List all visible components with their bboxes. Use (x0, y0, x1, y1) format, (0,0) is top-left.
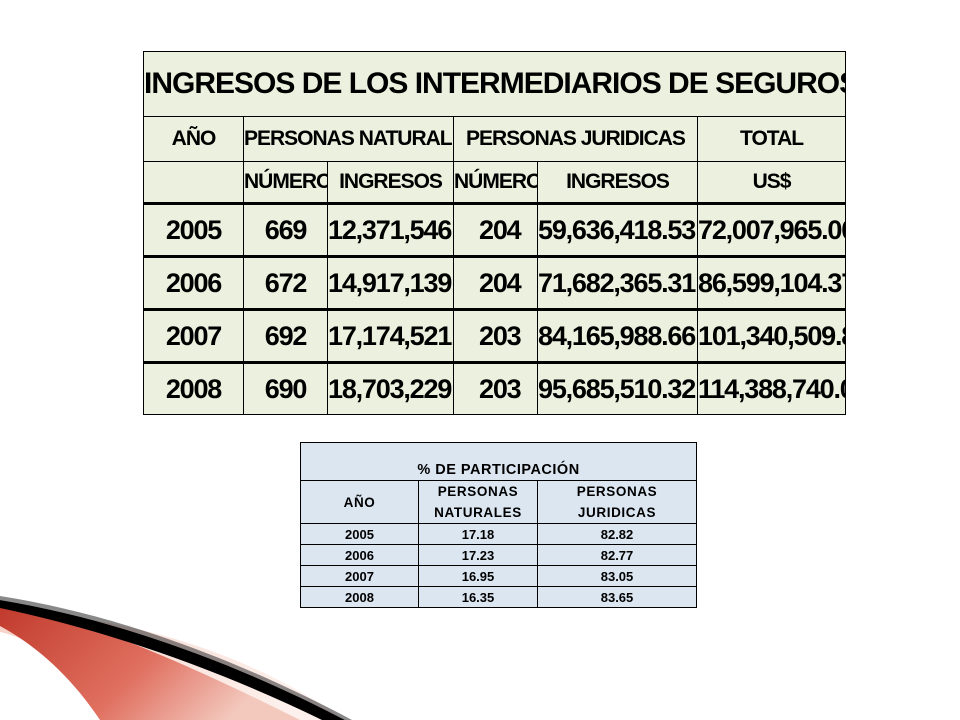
subheader-income-natural: INGRESOS (327, 161, 454, 204)
participation-header-year: AÑO (300, 480, 419, 524)
header-year: AÑO (143, 116, 244, 162)
subheader-number-legal: NÚMERO (453, 161, 538, 204)
header-total: TOTAL (696, 116, 847, 162)
participation-header-legal-line1: PERSONAS (536, 480, 698, 502)
row-natural-income: 14,917,139.06 (327, 256, 454, 310)
row-legal-income: 59,636,418.53 (537, 203, 698, 257)
header-natural-persons: PERSONAS NATURALES (243, 116, 454, 162)
row-total: 86,599,104.37 (696, 256, 847, 310)
participation-natural: 16.95 (418, 565, 538, 587)
row-total: 72,007,965.00 (696, 203, 847, 257)
participation-header-legal-line2: JURIDICAS (536, 502, 698, 524)
subheader-income-legal: INGRESOS (537, 161, 698, 204)
table-row: 2008 16.35 83.65 (300, 586, 698, 608)
table-row: 2005 669 12,371,546.47 204 59,636,418.53… (143, 203, 847, 257)
row-natural-number: 672 (243, 256, 328, 310)
income-table: INGRESOS DE LOS INTERMEDIARIOS DE SEGURO… (142, 51, 847, 415)
row-natural-number: 669 (243, 203, 328, 257)
row-legal-number: 204 (453, 203, 538, 257)
participation-header-natural-line2: NATURALES (418, 502, 538, 524)
row-year: 2006 (143, 256, 244, 310)
participation-natural: 17.23 (418, 544, 538, 566)
table-row: 2008 690 18,703,229.68 203 95,685,510.32… (143, 362, 847, 415)
participation-title: % DE PARTICIPACIÓN (299, 442, 698, 481)
participation-legal: 83.05 (536, 565, 698, 587)
subheader-number-natural: NÚMERO (243, 161, 328, 204)
table-row: 2005 17.18 82.82 (300, 523, 698, 545)
row-natural-income: 18,703,229.68 (327, 362, 454, 415)
participation-legal: 82.77 (536, 544, 698, 566)
participation-natural: 16.35 (418, 586, 538, 608)
row-legal-income: 95,685,510.32 (537, 362, 698, 415)
row-natural-number: 692 (243, 309, 328, 363)
row-natural-income: 12,371,546.47 (327, 203, 454, 257)
row-year: 2008 (143, 362, 244, 415)
subheader-empty (143, 161, 244, 204)
row-legal-number: 203 (453, 309, 538, 363)
participation-table: % DE PARTICIPACIÓN AÑO PERSONAS PERSONAS… (299, 442, 698, 608)
subheader-currency: US$ (696, 161, 847, 204)
table-row: 2007 16.95 83.05 (300, 565, 698, 587)
participation-natural: 17.18 (418, 523, 538, 545)
participation-year: 2008 (300, 586, 419, 608)
row-year: 2005 (143, 203, 244, 257)
income-table-title: INGRESOS DE LOS INTERMEDIARIOS DE SEGURO… (142, 51, 847, 117)
row-legal-income: 84,165,988.66 (537, 309, 698, 363)
header-legal-persons: PERSONAS JURIDICAS (453, 116, 698, 162)
row-legal-number: 204 (453, 256, 538, 310)
row-year: 2007 (143, 309, 244, 363)
participation-year: 2005 (300, 523, 419, 545)
table-row: 2006 17.23 82.77 (300, 544, 698, 566)
row-legal-number: 203 (453, 362, 538, 415)
row-total: 101,340,509.83 (696, 309, 847, 363)
row-natural-income: 17,174,521.17 (327, 309, 454, 363)
participation-legal: 83.65 (536, 586, 698, 608)
table-row: 2006 672 14,917,139.06 204 71,682,365.31… (143, 256, 847, 310)
participation-legal: 82.82 (536, 523, 698, 545)
participation-header-natural-line1: PERSONAS (418, 480, 538, 502)
table-row: 2007 692 17,174,521.17 203 84,165,988.66… (143, 309, 847, 363)
row-total: 114,388,740.00 (696, 362, 847, 415)
row-natural-number: 690 (243, 362, 328, 415)
row-legal-income: 71,682,365.31 (537, 256, 698, 310)
decorative-swoosh (0, 596, 352, 720)
